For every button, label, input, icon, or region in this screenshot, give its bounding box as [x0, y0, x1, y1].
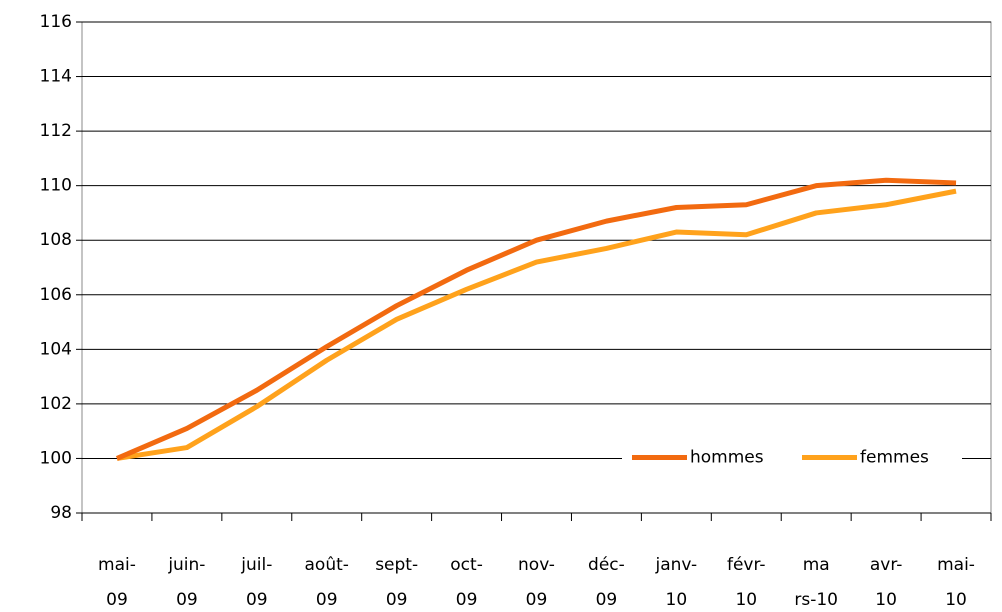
x-tick-label: août- [305, 555, 349, 575]
x-tick-label: 09 [456, 590, 478, 608]
x-tick-label: 09 [246, 590, 268, 608]
legend-label: hommes [690, 448, 764, 468]
x-tick-label: 10 [666, 590, 688, 608]
x-tick-label: janv- [655, 555, 698, 575]
x-tick-label: avr- [870, 555, 903, 575]
x-tick-label: 09 [176, 590, 198, 608]
x-tick-label: mai- [937, 555, 975, 575]
y-tick-label: 112 [40, 121, 72, 141]
line-series [116, 188, 957, 461]
x-tick-label: rs-10 [794, 590, 838, 608]
x-tick-label: 10 [875, 590, 897, 608]
y-tick-label: 98 [50, 503, 72, 523]
x-tick-label: 09 [106, 590, 128, 608]
y-tick-label: 106 [40, 285, 72, 305]
x-tick-label: févr- [727, 555, 766, 575]
y-tick-label: 100 [40, 448, 72, 468]
x-tick-label: juil- [240, 555, 272, 575]
legend-label: femmes [860, 448, 929, 468]
x-tick-label: 09 [526, 590, 548, 608]
y-tick-label: 104 [40, 339, 72, 359]
x-tick-label: 09 [386, 590, 408, 608]
x-tick-label: sept- [375, 555, 418, 575]
x-tick-label: juin- [167, 555, 205, 575]
x-tick-label: 10 [735, 590, 757, 608]
y-tick-label: 110 [40, 176, 72, 196]
x-tick-label: oct- [450, 555, 483, 575]
x-tick-label: nov- [518, 555, 555, 575]
x-tick-label: 09 [596, 590, 618, 608]
y-tick-label: 114 [40, 67, 72, 87]
x-tick-label: 09 [316, 590, 338, 608]
y-tick-label: 102 [40, 394, 72, 414]
y-tick-label: 116 [40, 12, 72, 32]
x-tick-label: déc- [588, 555, 625, 575]
x-tick-label: mai- [98, 555, 136, 575]
line-series [115, 177, 957, 461]
x-tick-label: 10 [945, 590, 967, 608]
x-tick-label: ma [803, 555, 830, 575]
y-tick-label: 108 [40, 230, 72, 250]
